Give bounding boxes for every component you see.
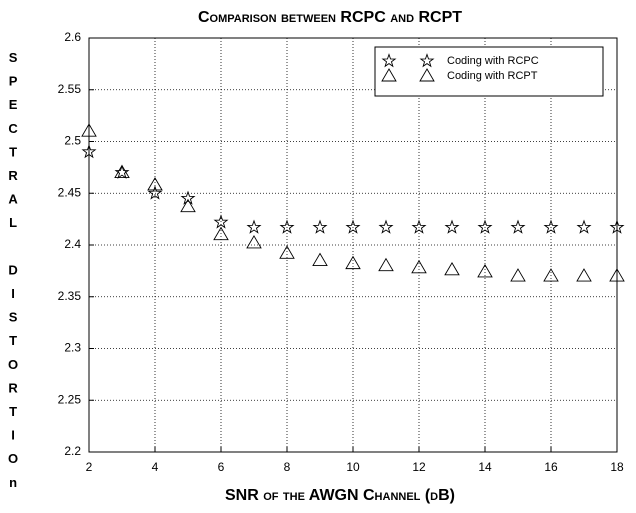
y-tick-label: 2.3	[64, 341, 81, 355]
marker-star	[213, 214, 229, 229]
marker-star	[147, 185, 163, 200]
marker-star	[345, 219, 361, 234]
x-tick-label: 16	[544, 460, 558, 474]
x-tick-label: 6	[218, 460, 225, 474]
y-tick-label: 2.45	[58, 185, 82, 199]
legend-label: Coding with RCPC	[447, 55, 539, 67]
y-tick-label: 2.6	[64, 30, 81, 44]
marker-triangle	[609, 268, 625, 282]
marker-star	[609, 219, 625, 234]
marker-star	[81, 143, 97, 159]
marker-star	[576, 219, 592, 234]
x-tick-label: 8	[284, 460, 291, 474]
marker-triangle	[81, 123, 97, 137]
marker-triangle	[444, 261, 460, 276]
y-tick-label: 2.5	[64, 134, 81, 148]
x-axis-label: SNR of the AWGN Channel (dB)	[225, 487, 455, 504]
marker-triangle	[114, 164, 130, 178]
marker-triangle	[312, 252, 328, 266]
marker-star	[312, 219, 328, 234]
marker-triangle	[510, 268, 526, 282]
marker-triangle	[279, 245, 295, 259]
marker-star	[411, 219, 427, 234]
marker-star	[246, 219, 262, 234]
marker-star	[444, 219, 460, 234]
marker-star	[180, 190, 196, 205]
legend-label: Coding with RCPT	[447, 70, 538, 82]
chart-title: Comparison between RCPC and RCPT	[198, 9, 462, 26]
legend-marker	[381, 53, 397, 68]
marker-triangle	[477, 264, 493, 278]
y-tick-label: 2.25	[58, 392, 82, 406]
marker-star	[543, 219, 559, 234]
y-tick-label: 2.35	[58, 289, 82, 303]
marker-triangle	[180, 198, 196, 213]
legend-marker	[381, 68, 397, 82]
marker-triangle	[246, 235, 262, 249]
marker-triangle	[543, 268, 559, 282]
marker-triangle	[576, 268, 592, 282]
y-tick-label: 2.4	[64, 237, 81, 251]
x-tick-label: 18	[610, 460, 624, 474]
marker-star	[378, 219, 394, 234]
marker-star	[114, 164, 130, 179]
plot-frame	[88, 37, 618, 453]
legend-marker	[419, 68, 435, 82]
x-tick-label: 2	[86, 460, 93, 474]
x-tick-label: 10	[346, 460, 360, 474]
marker-star	[279, 219, 295, 234]
marker-triangle	[411, 259, 427, 274]
x-tick-label: 4	[152, 460, 159, 474]
x-tick-label: 14	[478, 460, 492, 474]
marker-triangle	[213, 226, 229, 241]
marker-triangle	[345, 255, 361, 270]
y-axis-label: SPECTRAL DISTORTIOn	[6, 50, 21, 498]
legend-marker	[419, 53, 435, 68]
marker-triangle	[147, 177, 163, 191]
marker-star	[477, 219, 493, 234]
y-tick-label: 2.2	[64, 444, 81, 458]
marker-triangle	[378, 257, 394, 272]
marker-star	[510, 219, 526, 234]
legend-box	[374, 46, 604, 97]
x-tick-label: 12	[412, 460, 426, 474]
y-tick-label: 2.55	[58, 82, 82, 96]
